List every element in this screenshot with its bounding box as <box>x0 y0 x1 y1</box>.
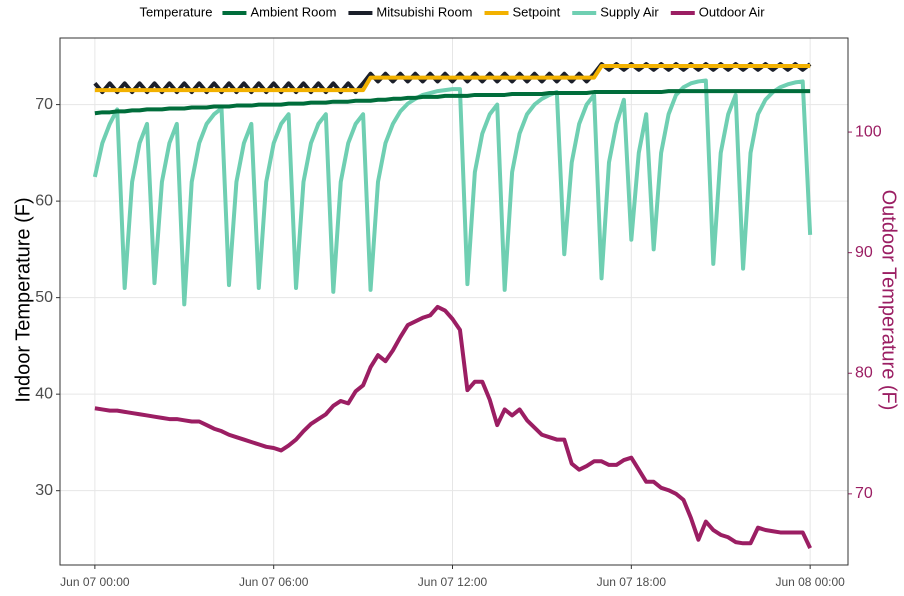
legend-label: Setpoint <box>513 4 561 19</box>
x-tick-label: Jun 07 00:00 <box>60 575 130 589</box>
x-tick-label: Jun 08 00:00 <box>775 575 845 589</box>
x-tick-label: Jun 07 12:00 <box>418 575 488 589</box>
series-line <box>94 63 811 93</box>
y-tick-label: 60 <box>35 192 53 209</box>
y-tick-label: 30 <box>35 482 53 499</box>
legend-title: Temperature <box>139 4 212 19</box>
y-tick-label: 70 <box>35 96 53 113</box>
y-tick-label: 50 <box>35 289 53 306</box>
legend-label: Ambient Room <box>250 4 336 19</box>
series-line <box>94 89 811 116</box>
y2-tick-label: 70 <box>855 485 873 502</box>
legend-label: Outdoor Air <box>699 4 765 19</box>
legend-label: Mitsubishi Room <box>376 4 472 19</box>
y2-tick-label: 90 <box>855 244 873 261</box>
y2-tick-label: 100 <box>855 123 882 140</box>
y-tick-label: 40 <box>35 385 53 402</box>
y2-axis-title: Outdoor Temperature (F) <box>878 190 900 411</box>
x-tick-label: Jun 07 06:00 <box>239 575 309 589</box>
series-line <box>92 78 813 307</box>
y-axis-title: Indoor Temperature (F) <box>12 197 34 402</box>
panel-border <box>59 37 849 566</box>
x-tick-label: Jun 07 18:00 <box>597 575 667 589</box>
legend-label: Supply Air <box>600 4 659 19</box>
y2-tick-label: 80 <box>855 364 873 381</box>
series-line <box>94 304 812 549</box>
